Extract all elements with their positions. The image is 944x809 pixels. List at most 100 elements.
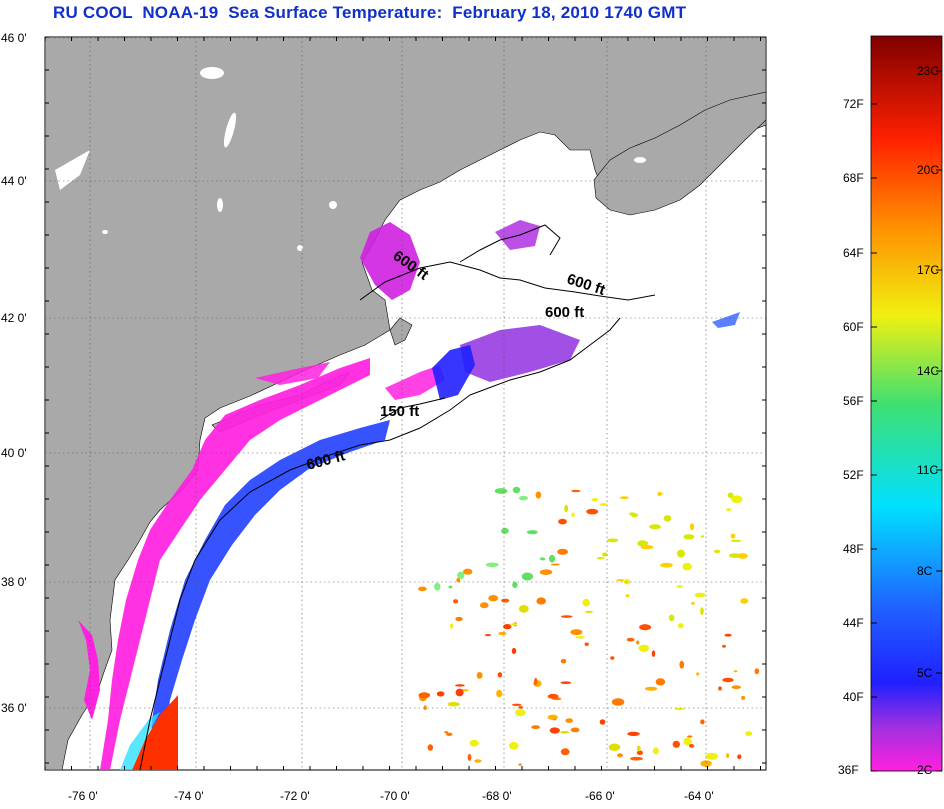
warm-patch bbox=[467, 753, 472, 761]
colorbar bbox=[870, 35, 943, 772]
warm-patch bbox=[726, 508, 732, 512]
warm-patch bbox=[548, 554, 556, 563]
sst-blue-shelf bbox=[150, 420, 390, 770]
y-tick-label: 36 0' bbox=[1, 701, 27, 715]
warm-patch bbox=[649, 524, 661, 530]
warm-patch bbox=[627, 731, 640, 737]
warm-patch bbox=[575, 636, 586, 639]
warm-patch bbox=[418, 586, 427, 592]
lake bbox=[217, 198, 223, 212]
warm-patch bbox=[741, 695, 746, 700]
warm-patch bbox=[463, 568, 473, 575]
warm-patch bbox=[724, 633, 732, 637]
warm-patch bbox=[547, 714, 558, 720]
warm-patch bbox=[619, 496, 629, 500]
y-tick-label: 46 0' bbox=[1, 31, 27, 45]
warm-patch bbox=[501, 527, 509, 534]
sst-cold-patch bbox=[255, 362, 330, 385]
warm-patch bbox=[560, 748, 570, 756]
y-tick-label: 42 0' bbox=[1, 311, 27, 325]
warm-patch bbox=[512, 581, 518, 589]
colorbar-fahrenheit-label: 72F bbox=[843, 97, 864, 111]
warm-patch bbox=[694, 592, 706, 598]
sst-offshore-warm-patches bbox=[418, 486, 760, 767]
warm-patch bbox=[730, 533, 736, 539]
warm-patch bbox=[676, 585, 683, 588]
warm-patch bbox=[660, 562, 673, 568]
warm-patch bbox=[449, 623, 454, 629]
warm-patch bbox=[696, 672, 700, 676]
warm-patch bbox=[636, 745, 641, 752]
warm-patch bbox=[457, 571, 465, 580]
warm-patch bbox=[636, 750, 644, 755]
y-tick-label: 40 0' bbox=[1, 446, 27, 460]
warm-patch bbox=[560, 658, 567, 664]
warm-patch bbox=[584, 642, 589, 646]
warm-patch bbox=[705, 752, 718, 760]
warm-patch bbox=[683, 737, 692, 746]
colorbar-ticks bbox=[871, 70, 942, 772]
sst-cyan-edge bbox=[120, 712, 160, 770]
warm-patch bbox=[498, 631, 507, 636]
warm-patch bbox=[518, 495, 528, 501]
warm-patch bbox=[539, 557, 546, 561]
warm-patch bbox=[486, 562, 499, 568]
graticule bbox=[45, 37, 766, 770]
warm-patch bbox=[534, 677, 538, 686]
warm-patch bbox=[689, 744, 695, 748]
warm-patch bbox=[640, 545, 654, 550]
lake bbox=[102, 230, 108, 234]
lake bbox=[223, 112, 237, 148]
warm-patch bbox=[586, 508, 599, 515]
warm-patch bbox=[565, 718, 573, 723]
sst-cold-patch bbox=[495, 220, 540, 250]
warm-patch bbox=[689, 523, 695, 531]
warm-patch bbox=[674, 707, 685, 711]
y-tick-label: 44 0' bbox=[1, 174, 27, 188]
sst-blue-channel bbox=[432, 345, 475, 400]
warm-patch bbox=[599, 719, 606, 725]
warm-patch bbox=[557, 548, 568, 555]
warm-patch bbox=[645, 686, 658, 691]
warm-patch bbox=[745, 731, 753, 737]
chesapeake-bay bbox=[78, 620, 100, 720]
map-title: RU COOL NOAA-19 Sea Surface Temperature:… bbox=[53, 3, 687, 22]
warm-patch bbox=[727, 492, 734, 499]
warm-patch bbox=[677, 549, 685, 558]
warm-patch bbox=[668, 614, 675, 622]
contour-label: 600 ft bbox=[545, 304, 584, 321]
warm-patch bbox=[582, 598, 590, 607]
warm-patch bbox=[446, 732, 453, 736]
colorbar-celsius-label: 14C bbox=[917, 364, 940, 378]
warm-patch bbox=[625, 594, 630, 598]
x-tick-label: -66 0' bbox=[585, 789, 615, 803]
y-tick-label: 38 0' bbox=[1, 575, 27, 589]
warm-patch bbox=[531, 725, 540, 729]
warm-patch bbox=[434, 582, 441, 591]
warm-patch bbox=[570, 629, 583, 636]
warm-patch bbox=[730, 539, 742, 542]
warm-patch bbox=[663, 515, 672, 522]
sst-purple-georges bbox=[460, 325, 580, 382]
warm-patch bbox=[700, 760, 712, 767]
colorbar-celsius-label: 11C bbox=[917, 463, 939, 477]
axis-ticks bbox=[44, 36, 766, 770]
warm-patch bbox=[501, 598, 510, 603]
warm-patch bbox=[476, 672, 483, 679]
warm-patch bbox=[754, 668, 760, 675]
warm-patch bbox=[718, 686, 722, 691]
warm-patch bbox=[427, 744, 433, 751]
warm-patch bbox=[549, 727, 560, 734]
colorbar-fahrenheit-label: 64F bbox=[843, 246, 864, 260]
warm-patch bbox=[623, 579, 631, 585]
sst-cold-gulf-maine bbox=[360, 222, 420, 300]
warm-patch bbox=[484, 634, 492, 637]
warm-patch bbox=[606, 538, 619, 543]
lake bbox=[200, 67, 224, 79]
lake bbox=[634, 157, 646, 163]
warm-patch bbox=[617, 753, 623, 758]
warm-patch bbox=[611, 698, 625, 706]
colorbar-celsius-label: 8C bbox=[917, 564, 933, 578]
warm-patch bbox=[494, 488, 508, 494]
